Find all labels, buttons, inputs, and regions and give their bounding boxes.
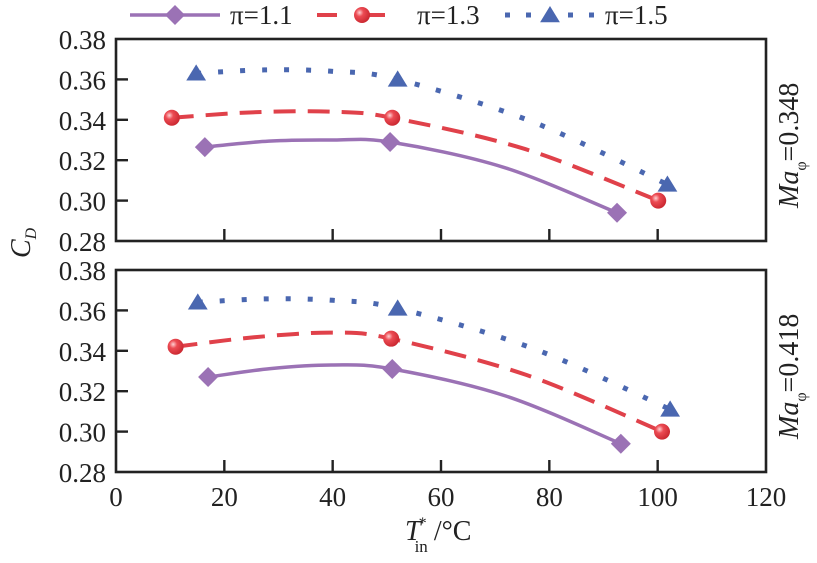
data-point-triangle [660,400,681,417]
data-point-diamond [194,137,215,158]
legend-marker-circle [354,7,370,23]
data-point-triangle [387,299,408,316]
y-tick-label: 0.38 [59,25,106,55]
data-point-circle [163,109,180,126]
legend-entry: π=1.3 [317,0,480,30]
y-tick-label: 0.36 [59,296,106,326]
panel-2: 0.28 0.30 0.32 0.34 0.36 0.38 0 20 40 60 80 100 120 M… [59,256,810,512]
x-axis-title-main: T [405,516,423,547]
legend-label: π=1.3 [417,0,480,30]
data-point-triangle [657,175,678,192]
data-point-triangle [186,64,207,81]
y-tick-label: 0.30 [59,187,106,217]
panel-label: Maφ=0.348 [774,83,810,209]
data-point-diamond [607,202,628,223]
y-tick-label: 0.28 [59,458,106,488]
legend-label: π=1.5 [605,0,668,30]
data-point-diamond [380,132,401,153]
panel-label-value: =0.418 [774,314,805,393]
y-tick-label: 0.28 [59,227,106,257]
panel-label: Maφ=0.418 [774,314,810,440]
panels: 0.280.300.320.340.360.38Maφ=0.3480.280.3… [59,25,810,512]
data-point-circle [650,192,667,209]
x-axis-title-sub: in [415,537,429,556]
x-axis-title: T* in /°C [405,515,471,556]
x-tick-label: 80 [536,482,563,512]
series-line [171,109,659,203]
panel-1: 0.28 0.30 0.32 0.34 0.36 0.38 Maφ=0.348 [59,25,810,257]
x-tick-label: 0 [109,482,123,512]
x-tick-label: 20 [211,482,238,512]
panel-label-sub: φ [793,392,810,401]
legend-label: π=1.1 [230,0,293,30]
x-tick-label: 60 [428,482,455,512]
legend-entry: π=1.1 [130,0,293,30]
x-axis-title-unit: /°C [434,516,472,547]
panel-label-value: =0.348 [774,83,805,162]
svg-text:CD: CD [6,227,40,258]
y-axis-title-main: C [6,239,37,258]
data-point-circle [167,338,184,355]
y-tick-label: 0.38 [59,256,106,286]
y-tick-label: 0.32 [59,377,106,407]
data-point-diamond [610,433,631,454]
x-axis-title-sup: * [419,515,427,532]
series-line [204,137,618,215]
series-line [207,363,622,446]
data-point-circle [383,330,400,347]
panel-label-main: Ma [774,171,805,209]
data-point-circle [384,109,401,126]
svg-text:T*in/°C: T* in /°C [405,515,471,556]
x-tick-label: 40 [319,482,346,512]
series-line [196,67,669,187]
y-tick-label: 0.34 [59,106,107,136]
y-axis-title: CD [6,227,40,258]
panel-label-main: Ma [774,402,805,440]
x-tick-label: 100 [637,482,678,512]
legend-marker-triangle [540,6,560,23]
plot-frame [114,268,768,474]
x-tick-label: 120 [746,482,787,512]
legend-entry: π=1.5 [505,0,668,30]
series-line [197,296,672,412]
panel-label-sub: φ [793,161,810,170]
series-line [175,330,663,434]
data-point-diamond [198,367,219,388]
y-tick-label: 0.34 [59,337,107,367]
data-point-diamond [382,358,403,379]
plot-frame [114,37,768,243]
y-axis-title-sub: D [23,227,40,240]
y-tick-label: 0.36 [59,65,106,95]
legend: π=1.1 π=1.3 π=1.5 [130,0,668,30]
data-point-triangle [387,70,408,87]
y-tick-label: 0.30 [59,418,106,448]
data-point-triangle [187,293,208,310]
legend-marker-diamond [165,5,185,25]
data-point-circle [654,423,670,440]
y-tick-label: 0.32 [59,146,106,176]
